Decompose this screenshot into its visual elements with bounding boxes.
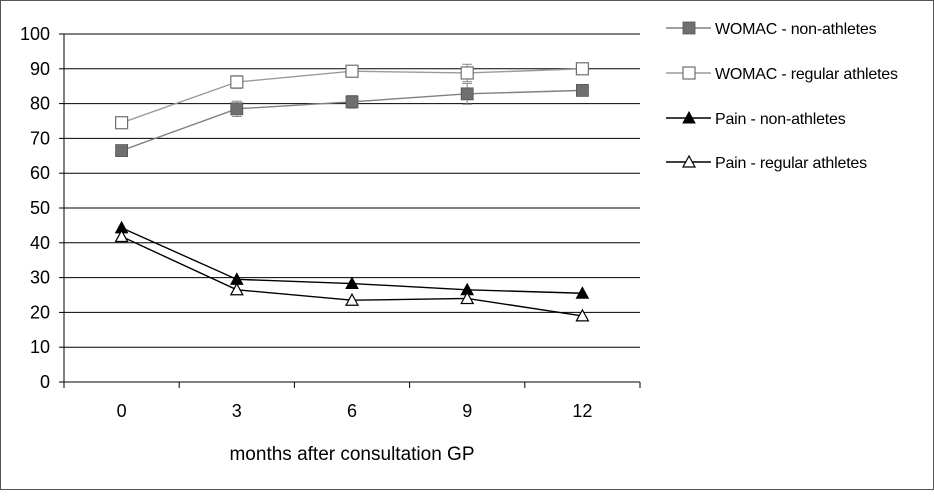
legend-marker-1 [682, 66, 696, 80]
y-tick-label-80: 80 [30, 94, 50, 114]
x-tick-label-3: 3 [232, 401, 242, 421]
series-2 [114, 220, 590, 299]
data-point-0-1 [230, 102, 244, 116]
legend-label-1: WOMAC - regular athletes [715, 66, 898, 83]
data-point-1-2 [345, 64, 359, 78]
data-point-3-1 [229, 282, 244, 296]
data-point-2-2 [345, 276, 359, 290]
legend-label-0: WOMAC - non-athletes [715, 21, 877, 38]
y-tick-label-90: 90 [30, 59, 50, 79]
series-1 [114, 62, 590, 130]
x-axis-ticks: 0 3 6 9 12 [63, 382, 641, 421]
legend-entry-1: WOMAC - regular athletes [666, 66, 898, 83]
data-point-3-2 [344, 292, 360, 306]
y-axis-ticks: 0 10 20 30 40 50 60 70 80 90 100 [20, 24, 64, 392]
data-point-0-2 [345, 95, 359, 109]
legend-label-2: Pain - non-athletes [715, 111, 846, 128]
y-tick-label-70: 70 [30, 128, 50, 148]
legend-entry-0: WOMAC - non-athletes [666, 21, 877, 38]
y-tick-label-0: 0 [40, 372, 50, 392]
x-tick-label-6: 6 [347, 401, 357, 421]
y-tick-label-20: 20 [30, 302, 50, 322]
data-point-3-0 [114, 229, 129, 243]
legend-marker-0 [682, 21, 696, 35]
legend: WOMAC - non-athletes WOMAC - regular athl… [666, 21, 898, 172]
data-point-0-0 [115, 144, 128, 157]
y-tick-label-60: 60 [30, 163, 50, 183]
data-point-1-0 [114, 116, 129, 130]
y-tick-label-100: 100 [20, 24, 50, 44]
x-tick-label-9: 9 [462, 401, 472, 421]
data-point-0-4 [576, 83, 589, 97]
y-tick-label-50: 50 [30, 198, 50, 218]
data-point-3-4 [575, 308, 590, 322]
data-point-1-1 [230, 75, 244, 89]
series-group [114, 62, 590, 322]
legend-entry-3: Pain - regular athletes [666, 154, 867, 172]
legend-marker-2 [682, 110, 696, 124]
x-tick-label-12: 12 [572, 401, 592, 421]
x-tick-label-0: 0 [117, 401, 127, 421]
x-axis-label: months after consultation GP [229, 444, 474, 465]
legend-label-3: Pain - regular athletes [715, 155, 867, 172]
data-point-3-3 [460, 291, 475, 305]
data-point-1-3 [460, 66, 474, 80]
y-tick-label-10: 10 [30, 337, 50, 357]
y-tick-label-40: 40 [30, 233, 50, 253]
legend-marker-3 [681, 154, 697, 168]
data-point-0-3 [460, 87, 474, 101]
series-0 [115, 82, 589, 157]
data-point-1-4 [575, 62, 590, 76]
legend-entry-2: Pain - non-athletes [666, 110, 846, 128]
y-tick-label-30: 30 [30, 268, 50, 288]
data-point-2-4 [575, 286, 590, 299]
series-3 [114, 229, 590, 322]
